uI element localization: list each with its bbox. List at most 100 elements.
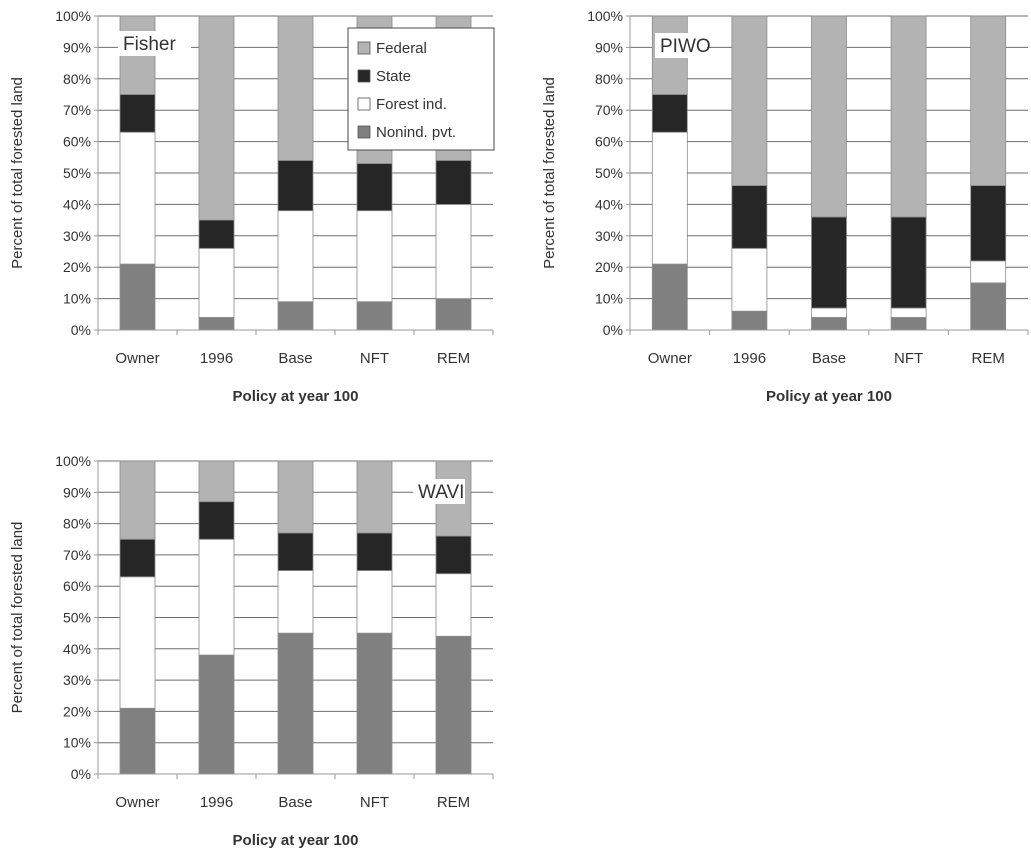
piwo-x-tick-label: 1996 — [733, 350, 766, 367]
piwo-bar-owner-state — [651, 94, 688, 133]
wavi-chart-panel: 0% 10% 20% 30% 40% 50% 60% 70% 80% 90% 100% Owner 19… — [9, 453, 494, 849]
fisher-bar-1996-state — [198, 219, 235, 249]
legend-label-forest-ind: Forest ind. — [376, 96, 447, 113]
fisher-y-tick-label: 20% — [63, 259, 91, 275]
piwo-bar-owner-nonind-pvt — [651, 263, 688, 331]
legend-box — [347, 27, 495, 151]
piwo-bar-rem-state — [970, 185, 1007, 262]
wavi-bar-1996-nonind-pvt — [198, 654, 235, 775]
wavi-bar-rem-forest-ind — [435, 573, 472, 637]
piwo-x-tick-label: Base — [812, 350, 846, 367]
legend-label-state: State — [376, 68, 411, 85]
wavi-y-tick-label: 100% — [55, 453, 91, 469]
piwo-bar-rem-nonind-pvt — [970, 282, 1007, 331]
wavi-bar-nft-state — [356, 532, 393, 571]
wavi-x-tick-label: Owner — [115, 794, 159, 811]
wavi-x-tick-label: 1996 — [200, 794, 233, 811]
fisher-bar-1996-forest-ind — [198, 247, 235, 318]
wavi-y-tick-label: 20% — [63, 703, 91, 719]
fisher-chart-panel: 0% 10% 20% 30% 40% 50% 60% 70% 80% 90% 100% Owner 19… — [9, 8, 495, 405]
fisher-bar-rem-nonind-pvt — [435, 298, 472, 331]
piwo-y-tick-label: 10% — [595, 291, 623, 307]
legend-swatch-forest-ind — [357, 97, 371, 111]
piwo-bar-base-state — [811, 216, 847, 309]
wavi-bar-owner-forest-ind — [119, 576, 156, 709]
wavi-y-tick-label: 90% — [63, 484, 91, 500]
wavi-y-tick-label: 0% — [71, 766, 91, 782]
fisher-y-tick-label: 90% — [63, 39, 91, 55]
fisher-x-tick-label: REM — [437, 350, 470, 367]
piwo-x-tick-label: REM — [972, 350, 1005, 367]
wavi-y-tick-label: 30% — [63, 672, 91, 688]
fisher-y-tick-label: 100% — [55, 8, 91, 24]
legend-swatch-nonind-pvt — [357, 125, 371, 139]
fisher-y-tick-label: 0% — [71, 322, 91, 338]
piwo-x-axis-title: Policy at year 100 — [766, 388, 892, 405]
piwo-y-tick-label: 30% — [595, 228, 623, 244]
fisher-y-tick-label: 10% — [63, 291, 91, 307]
wavi-y-tick-label: 80% — [63, 516, 91, 532]
wavi-y-axis-title: Percent of total forested land — [9, 522, 26, 714]
fisher-bar-base-nonind-pvt — [277, 301, 314, 331]
wavi-bar-base-state — [277, 532, 314, 571]
piwo-y-tick-label: 60% — [595, 134, 623, 150]
wavi-bar-1996-federal — [198, 460, 235, 503]
piwo-panel-label-background — [655, 33, 707, 58]
fisher-bar-rem-forest-ind — [435, 203, 472, 299]
piwo-y-tick-label: 50% — [595, 165, 623, 181]
fisher-y-tick-label: 70% — [63, 102, 91, 118]
fisher-y-tick-label: 80% — [63, 71, 91, 87]
piwo-bar-base-forest-ind — [811, 307, 847, 318]
wavi-bar-owner-nonind-pvt — [119, 707, 156, 775]
wavi-y-tick-label: 70% — [63, 547, 91, 563]
wavi-y-tick-label: 40% — [63, 641, 91, 657]
piwo-y-tick-label: 20% — [595, 259, 623, 275]
wavi-bar-nft-nonind-pvt — [356, 632, 393, 775]
wavi-x-tick-label: Base — [278, 794, 312, 811]
piwo-chart-panel: 0% 10% 20% 30% 40% 50% 60% 70% 80% 90% 100% Owner 19… — [541, 8, 1029, 405]
piwo-x-tick-label: Owner — [648, 350, 692, 367]
fisher-bar-1996-nonind-pvt — [198, 317, 235, 331]
legend-label-nonind-pvt: Nonind. pvt. — [376, 124, 456, 141]
wavi-bar-nft-federal — [356, 460, 393, 534]
fisher-bar-owner-state — [119, 94, 156, 133]
wavi-bar-base-nonind-pvt — [277, 632, 314, 775]
wavi-y-tick-label: 10% — [63, 735, 91, 751]
piwo-y-tick-label: 80% — [595, 71, 623, 87]
wavi-bar-rem-nonind-pvt — [435, 635, 472, 775]
fisher-bar-base-state — [277, 160, 314, 212]
piwo-bar-base-nonind-pvt — [811, 317, 847, 331]
fisher-y-tick-label: 60% — [63, 134, 91, 150]
piwo-bar-rem-forest-ind — [970, 260, 1007, 284]
wavi-bar-owner-state — [119, 538, 156, 578]
piwo-bar-nft-state — [890, 216, 927, 309]
piwo-bar-nft-nonind-pvt — [890, 317, 927, 331]
wavi-bar-base-federal — [277, 460, 314, 534]
piwo-bar-1996-state — [731, 185, 768, 249]
fisher-bar-nft-forest-ind — [356, 210, 393, 303]
piwo-bar-nft-forest-ind — [890, 307, 927, 318]
piwo-y-tick-label: 70% — [595, 102, 623, 118]
fisher-bar-owner-nonind-pvt — [119, 263, 156, 331]
fisher-bar-owner-forest-ind — [119, 131, 156, 265]
fisher-x-tick-label: Base — [278, 350, 312, 367]
wavi-panel-label-background — [413, 479, 465, 504]
fisher-bar-1996-federal — [198, 15, 235, 221]
piwo-y-tick-label: 90% — [595, 39, 623, 55]
piwo-y-tick-label: 0% — [603, 322, 623, 338]
fisher-bar-nft-state — [356, 163, 393, 212]
fisher-y-tick-label: 40% — [63, 196, 91, 212]
piwo-bar-1996-forest-ind — [731, 247, 768, 312]
wavi-bar-base-forest-ind — [277, 570, 314, 634]
wavi-x-tick-label: REM — [437, 794, 470, 811]
fisher-y-axis-title: Percent of total forested land — [9, 77, 26, 269]
piwo-panel-label: PIWO — [660, 36, 711, 57]
piwo-bar-base-federal — [811, 15, 847, 218]
wavi-bar-1996-forest-ind — [198, 538, 235, 656]
fisher-y-tick-label: 50% — [63, 165, 91, 181]
wavi-panel-label: WAVI — [418, 482, 464, 503]
legend-swatch-federal — [357, 41, 371, 55]
fisher-bar-nft-nonind-pvt — [356, 301, 393, 331]
wavi-bar-rem-state — [435, 535, 472, 575]
fisher-x-tick-label: NFT — [360, 350, 389, 367]
